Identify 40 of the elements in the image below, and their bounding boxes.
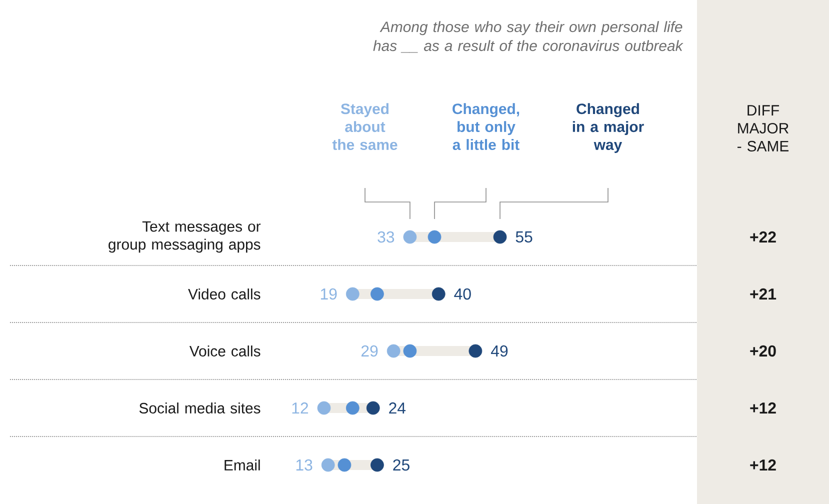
y-tick-label: Email xyxy=(224,460,260,470)
text: +20 xyxy=(750,345,776,357)
point xyxy=(493,230,507,244)
point xyxy=(346,401,360,415)
point xyxy=(370,458,384,472)
data-label: 49 xyxy=(490,345,508,357)
point xyxy=(317,401,331,415)
data-label: 13 xyxy=(296,459,312,471)
point xyxy=(338,458,352,472)
point xyxy=(468,344,482,358)
data-label: 29 xyxy=(361,345,378,357)
point xyxy=(366,401,380,415)
text: Stayed about the same xyxy=(332,103,398,150)
chart-subtitle: Among those who say their own personal life has __ as a result of the coronavirus outbreak xyxy=(373,21,684,53)
data-label: 12 xyxy=(292,402,308,414)
text: +12 xyxy=(750,402,776,414)
point xyxy=(403,230,417,244)
y-tick-label: Video calls xyxy=(188,288,260,300)
data-label: 24 xyxy=(389,402,406,414)
point xyxy=(370,287,384,301)
data-label: 19 xyxy=(320,288,337,300)
point xyxy=(432,287,446,301)
text: Changed, but only a little bit xyxy=(452,103,520,150)
text: +22 xyxy=(750,231,776,243)
data-label: 40 xyxy=(454,288,471,300)
data-label: 55 xyxy=(516,231,532,243)
y-tick-label: Social media sites xyxy=(139,402,260,414)
y-tick-label: Voice calls xyxy=(189,346,260,356)
point xyxy=(428,230,442,244)
point xyxy=(346,287,360,301)
data-label: 33 xyxy=(378,231,394,243)
point xyxy=(403,344,417,358)
text: DIFF MAJOR - SAME xyxy=(738,105,789,152)
text: Changed in a major way xyxy=(572,103,644,153)
text: +12 xyxy=(750,459,776,471)
y-tick-label: Text messages or group messaging apps xyxy=(108,221,261,253)
point xyxy=(321,458,335,472)
text: +21 xyxy=(750,288,776,300)
data-label: 25 xyxy=(393,459,410,471)
point xyxy=(386,344,400,358)
